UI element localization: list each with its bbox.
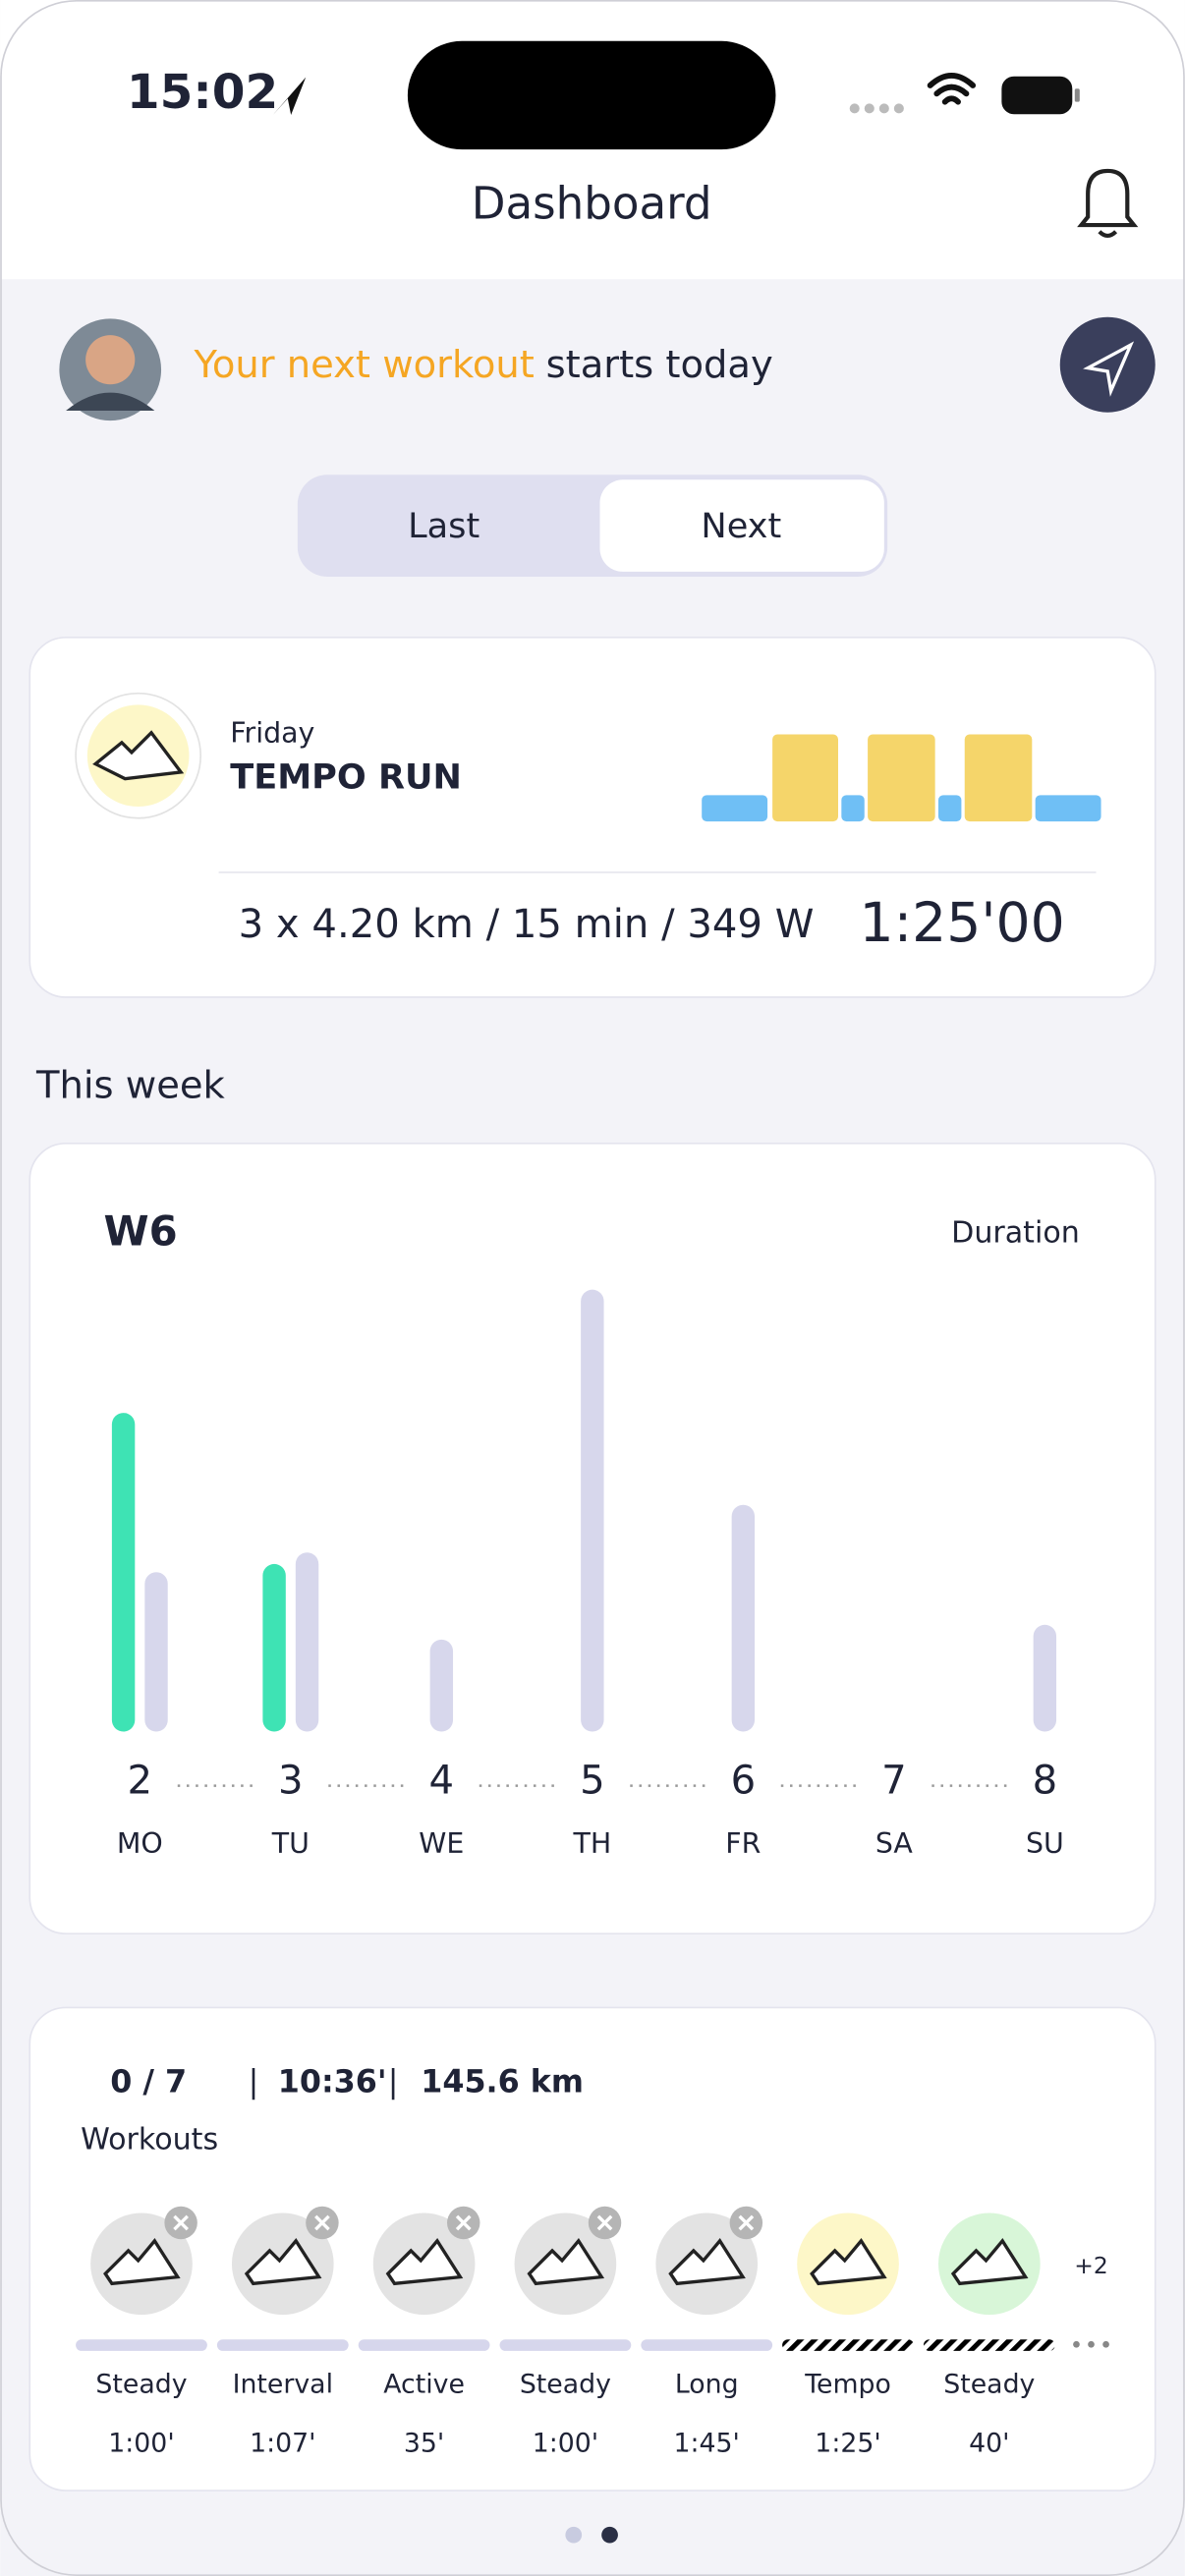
shoe (950, 2238, 1029, 2286)
workout-details: 3 x 4.20 km / 15 min / 349 W (239, 902, 815, 947)
progress-bar (641, 2339, 773, 2351)
date-label: 7 (881, 1758, 907, 1803)
toggle-option[interactable]: Next (701, 506, 781, 546)
section-title: This week (35, 1063, 226, 1107)
total-time: 10:36' (278, 2064, 387, 2100)
shoe (385, 2238, 464, 2286)
date-label: 5 (580, 1758, 605, 1803)
progress-bar (923, 2339, 1055, 2351)
metric[interactable]: Duration (951, 1215, 1080, 1250)
workout-duration: 1:25' (815, 2429, 880, 2459)
workout-duration: 1:25'00 (859, 892, 1064, 955)
banner-text: starts today (546, 342, 773, 386)
bar (144, 1572, 168, 1732)
remove-x (596, 2214, 613, 2231)
workout-name: TEMPO RUN (230, 757, 462, 798)
separator: | (249, 2064, 259, 2100)
bar (262, 1563, 286, 1732)
battery (1001, 76, 1073, 115)
shoe (810, 2238, 887, 2286)
workout-name: Long (675, 2370, 739, 2400)
day-label: TH (572, 1827, 611, 1860)
avatar-face (85, 335, 136, 385)
workout-name: Interval (233, 2370, 333, 2400)
bar (111, 1413, 136, 1732)
remove-x (455, 2214, 472, 2231)
workout-name: Steady (520, 2370, 611, 2400)
remove-x (738, 2214, 755, 2231)
location-icon (272, 77, 307, 116)
bar (429, 1639, 454, 1732)
workout-card[interactable] (28, 636, 1157, 998)
progress-bar (358, 2339, 490, 2351)
day-label: WE (419, 1827, 464, 1860)
progress-bar (782, 2339, 914, 2351)
page-dot[interactable] (601, 2526, 618, 2544)
avatar-shirt (66, 392, 155, 412)
toggle-selected (599, 479, 884, 572)
workout-name: Tempo (804, 2370, 891, 2400)
workout-duration: 35' (404, 2429, 444, 2459)
shoe (527, 2238, 605, 2286)
shoe (103, 2238, 181, 2286)
bar (295, 1552, 319, 1732)
clock: 15:02 (127, 65, 278, 120)
page-dot[interactable] (565, 2526, 583, 2544)
workout-name: Active (383, 2370, 465, 2400)
day-label: TU (271, 1827, 310, 1860)
progress-bar (499, 2339, 632, 2351)
workout-name: Steady (95, 2370, 187, 2400)
header-title: Dashboard (472, 178, 712, 230)
battery-tip (1074, 88, 1080, 102)
progress-bar (216, 2339, 349, 2351)
workout-structure (702, 734, 1101, 822)
day-label: SU (1026, 1827, 1064, 1860)
banner: Your next workout starts today (193, 342, 772, 386)
progress-bar (76, 2339, 207, 2351)
bell[interactable] (1077, 168, 1139, 239)
workout-day: Friday (230, 716, 314, 749)
shoe (244, 2238, 322, 2286)
day-label: MO (117, 1827, 163, 1860)
send-button[interactable] (1059, 316, 1156, 413)
notch (407, 40, 776, 150)
more-dots[interactable] (1073, 2340, 1109, 2348)
date-label: 8 (1033, 1758, 1058, 1803)
workout-duration: 1:45' (673, 2429, 739, 2459)
bar (1033, 1624, 1057, 1732)
date-label: 4 (429, 1758, 455, 1803)
signal (849, 103, 904, 114)
more-count[interactable]: +2 (1074, 2252, 1108, 2279)
workouts-label: Workouts (81, 2122, 218, 2156)
date-label: 6 (731, 1758, 757, 1803)
separator: | (388, 2064, 399, 2100)
workout-duration: 40' (969, 2429, 1009, 2459)
date-label: 3 (278, 1758, 304, 1803)
workout-duration: 1:07' (250, 2429, 315, 2459)
shoe (668, 2238, 746, 2286)
wifi (927, 73, 977, 105)
send-icon (1083, 341, 1135, 397)
toggle-option[interactable]: Last (408, 506, 480, 546)
workout-name: Steady (943, 2370, 1035, 2400)
date-label: 2 (128, 1758, 153, 1803)
total-distance: 145.6 km (421, 2064, 584, 2100)
remove-x (173, 2214, 189, 2231)
week-label: W6 (104, 1206, 178, 1255)
remove-x (314, 2214, 330, 2231)
bar (731, 1504, 756, 1732)
completed: 0 / 7 (110, 2064, 187, 2100)
workout-duration: 1:00' (108, 2429, 174, 2459)
day-label: SA (875, 1827, 914, 1860)
workout-duration: 1:00' (533, 2429, 598, 2459)
shoe (92, 730, 185, 781)
banner-highlight: Your next workout (193, 342, 534, 386)
bar (581, 1289, 604, 1732)
day-label: FR (725, 1827, 761, 1860)
